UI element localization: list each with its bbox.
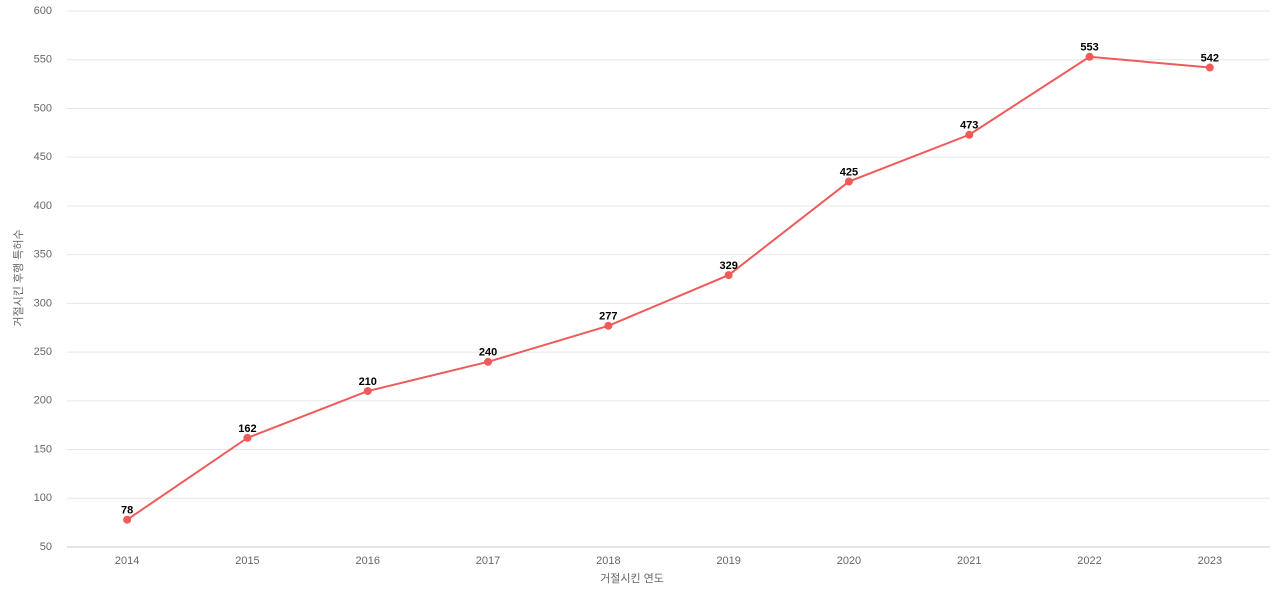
y-tick-label: 150 bbox=[34, 443, 52, 455]
y-tick-label: 50 bbox=[40, 541, 52, 553]
y-tick-label: 250 bbox=[34, 346, 52, 358]
point bbox=[484, 357, 493, 366]
y-tick-label: 350 bbox=[34, 249, 52, 261]
x-tick-label: 2020 bbox=[837, 555, 861, 567]
value-label: 329 bbox=[719, 260, 737, 272]
point bbox=[123, 515, 132, 524]
point bbox=[844, 177, 853, 186]
x-tick-label: 2014 bbox=[115, 555, 139, 567]
point bbox=[1085, 52, 1094, 61]
x-tick-label: 2016 bbox=[356, 555, 380, 567]
value-label: 240 bbox=[479, 347, 497, 359]
value-label: 277 bbox=[599, 311, 617, 323]
y-axis-label: 거절시킨 후행 특허수 bbox=[12, 229, 25, 326]
x-tick-label: 2022 bbox=[1077, 555, 1101, 567]
y-tick-label: 100 bbox=[34, 492, 52, 504]
y-tick-label: 200 bbox=[34, 395, 52, 407]
x-tick-label: 2021 bbox=[957, 555, 981, 567]
x-tick-label: 2019 bbox=[716, 555, 740, 567]
y-tick-label: 600 bbox=[34, 5, 52, 17]
x-tick-label: 2017 bbox=[476, 555, 500, 567]
value-label: 553 bbox=[1080, 42, 1098, 54]
value-label: 210 bbox=[359, 376, 377, 388]
value-label: 473 bbox=[960, 120, 978, 132]
point bbox=[1205, 63, 1214, 72]
y-tick-label: 550 bbox=[34, 54, 52, 66]
x-tick-label: 2018 bbox=[596, 555, 620, 567]
point bbox=[965, 130, 974, 139]
value-label: 162 bbox=[238, 423, 256, 435]
value-label: 542 bbox=[1201, 52, 1219, 64]
point bbox=[724, 271, 733, 280]
value-label: 78 bbox=[121, 505, 133, 517]
point bbox=[604, 321, 613, 330]
line bbox=[126, 55, 1210, 521]
value-label: 425 bbox=[840, 166, 858, 178]
y-tick-label: 300 bbox=[34, 297, 52, 309]
point bbox=[243, 433, 252, 442]
y-tick-label: 450 bbox=[34, 151, 52, 163]
y-tick-label: 400 bbox=[34, 200, 52, 212]
x-axis-label: 거절시킨 연도 bbox=[600, 572, 664, 585]
y-tick-label: 500 bbox=[34, 102, 52, 114]
point bbox=[363, 387, 372, 396]
x-tick-label: 2023 bbox=[1198, 555, 1222, 567]
x-tick-label: 2015 bbox=[235, 555, 259, 567]
